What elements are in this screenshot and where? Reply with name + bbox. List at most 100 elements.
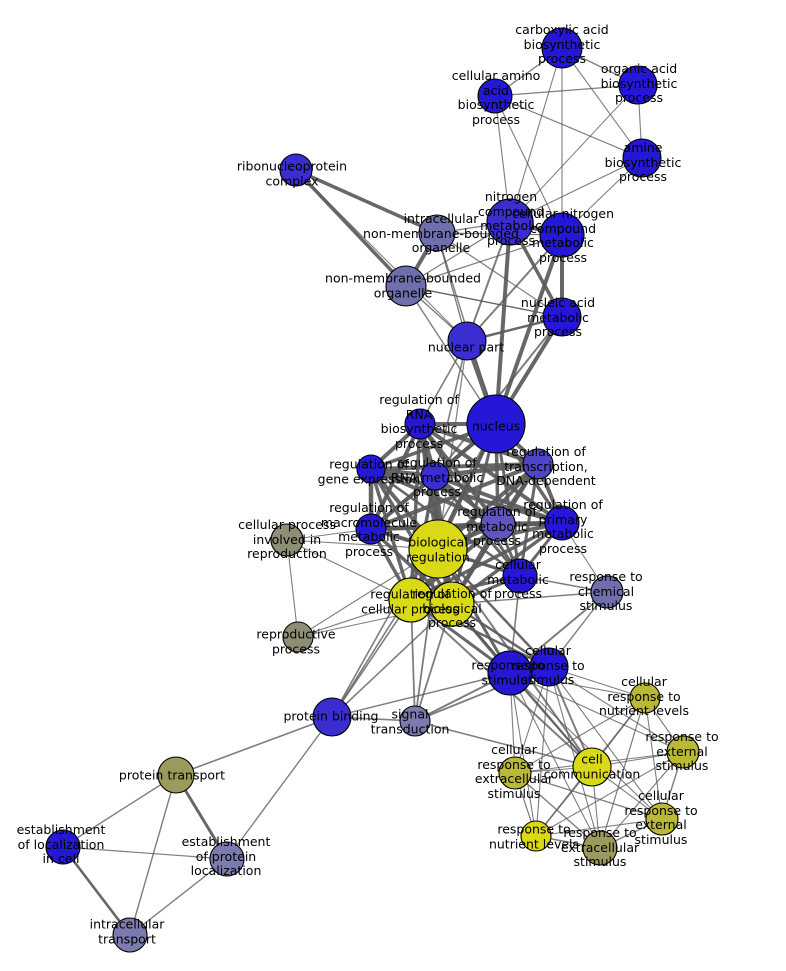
network-node[interactable] — [520, 820, 552, 852]
network-node[interactable] — [418, 214, 456, 252]
network-edge[interactable] — [548, 666, 663, 820]
network-node[interactable] — [429, 581, 475, 627]
network-edge[interactable] — [509, 672, 684, 753]
network-edge[interactable] — [450, 521, 564, 606]
network-edge[interactable] — [494, 221, 512, 425]
network-edge[interactable] — [286, 539, 412, 601]
network-edge[interactable] — [331, 548, 439, 718]
network-edge[interactable] — [509, 157, 643, 223]
network-edge[interactable] — [295, 168, 438, 235]
network-node[interactable] — [447, 321, 487, 361]
network-node[interactable] — [279, 153, 313, 187]
network-edge[interactable] — [370, 467, 499, 526]
network-edge[interactable] — [509, 672, 663, 820]
network-edge[interactable] — [405, 234, 563, 287]
network-node[interactable] — [477, 78, 513, 114]
node-layer — [45, 27, 700, 953]
network-node[interactable] — [629, 682, 661, 714]
network-edge[interactable] — [509, 84, 639, 223]
network-edge[interactable] — [548, 666, 684, 753]
network-node[interactable] — [420, 461, 450, 491]
edge-layer — [61, 47, 684, 936]
network-edge[interactable] — [410, 521, 563, 602]
network-node[interactable] — [486, 198, 534, 246]
network-node[interactable] — [645, 802, 679, 836]
network-node[interactable] — [618, 65, 658, 105]
network-node[interactable] — [487, 650, 533, 696]
network-edge[interactable] — [129, 774, 177, 936]
network-node[interactable] — [590, 575, 624, 609]
network-edge[interactable] — [494, 95, 563, 236]
network-edge[interactable] — [370, 467, 563, 525]
network-edge[interactable] — [514, 772, 601, 849]
network-edge[interactable] — [226, 716, 333, 860]
network-edge[interactable] — [509, 672, 537, 837]
network-edge[interactable] — [62, 846, 228, 860]
network-node[interactable] — [544, 505, 580, 541]
network-node[interactable] — [466, 394, 526, 454]
network-node[interactable] — [502, 558, 538, 594]
network-node[interactable] — [404, 408, 436, 440]
network-node[interactable] — [282, 621, 314, 653]
network-node[interactable] — [355, 513, 387, 545]
network-edge[interactable] — [405, 285, 563, 318]
network-edge[interactable] — [599, 751, 684, 849]
network-node[interactable] — [399, 705, 431, 737]
network-node[interactable] — [498, 756, 532, 790]
network-edge[interactable] — [418, 423, 522, 577]
network-node[interactable] — [270, 523, 304, 557]
network-node[interactable] — [622, 138, 662, 178]
network-node[interactable] — [480, 506, 516, 542]
network-edge[interactable] — [535, 751, 684, 837]
network-node[interactable] — [529, 647, 569, 687]
network-edge[interactable] — [331, 599, 412, 718]
network-edge[interactable] — [414, 720, 593, 768]
network-edge[interactable] — [509, 672, 601, 849]
network-edge[interactable] — [436, 232, 563, 318]
network-edge[interactable] — [62, 774, 177, 848]
network-node[interactable] — [157, 756, 195, 794]
network-node[interactable] — [385, 265, 427, 307]
network-edge[interactable] — [518, 463, 540, 577]
network-edge[interactable] — [61, 846, 132, 936]
network-node[interactable] — [112, 917, 148, 953]
network-edge[interactable] — [331, 603, 453, 718]
network-edge[interactable] — [494, 95, 643, 159]
network-edge[interactable] — [535, 818, 663, 837]
network-edge[interactable] — [129, 858, 228, 936]
network-edge[interactable] — [599, 697, 646, 849]
network-edge[interactable] — [561, 47, 643, 159]
network-node[interactable] — [542, 297, 582, 337]
network-edge[interactable] — [494, 84, 639, 97]
network-node[interactable] — [388, 577, 434, 623]
network-edge[interactable] — [175, 716, 333, 776]
network-node[interactable] — [539, 212, 585, 258]
network-node[interactable] — [312, 697, 352, 737]
network-edge[interactable] — [451, 591, 608, 605]
network-edge[interactable] — [535, 666, 550, 837]
network-edge[interactable] — [514, 697, 646, 774]
network-edge[interactable] — [514, 772, 663, 820]
network-node[interactable] — [666, 735, 700, 769]
network-edge[interactable] — [548, 666, 601, 849]
network-node[interactable] — [45, 829, 81, 865]
network-edge[interactable] — [331, 423, 497, 718]
network-edge[interactable] — [466, 234, 563, 342]
network-node[interactable] — [572, 747, 612, 787]
network-edge[interactable] — [331, 672, 511, 718]
network-edge[interactable] — [370, 462, 539, 471]
network-node[interactable] — [408, 519, 468, 579]
network-node[interactable] — [541, 27, 583, 69]
network-edge[interactable] — [509, 47, 563, 223]
network-edge[interactable] — [644, 697, 663, 820]
network-node[interactable] — [522, 448, 554, 480]
network-node[interactable] — [356, 454, 386, 484]
network-node[interactable] — [582, 830, 618, 866]
network-edge[interactable] — [418, 422, 564, 525]
network-node[interactable] — [209, 841, 245, 877]
network-edge[interactable] — [294, 168, 408, 288]
network-edge[interactable] — [494, 234, 564, 425]
network-edge[interactable] — [295, 169, 468, 342]
